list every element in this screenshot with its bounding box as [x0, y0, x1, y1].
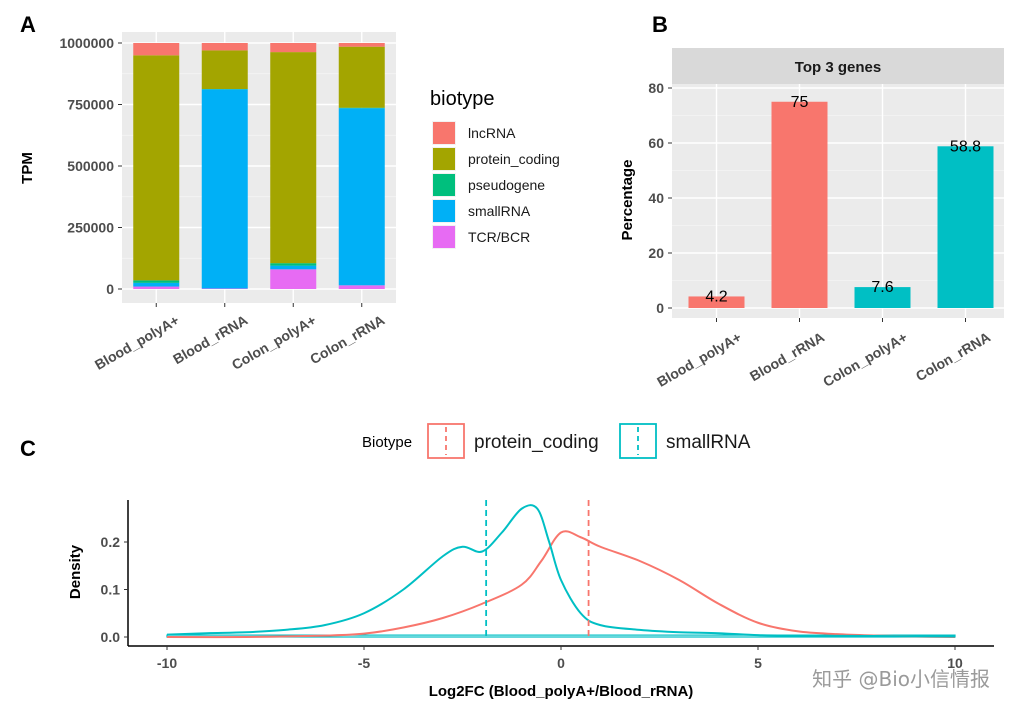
panel-a-x-tick-label-colon-rrna: Colon_rRNA	[307, 312, 387, 367]
legend-swatch-tcr-bcr	[433, 226, 455, 248]
panel-b-facet-strip	[672, 48, 1004, 84]
density-curve-smallrna	[166, 504, 956, 638]
panel-b-y-tick-label: 20	[648, 245, 664, 261]
bar-segment-blood-polya-tcr-bcr	[133, 286, 180, 289]
panel-c-y-tick-label: 0.1	[101, 582, 121, 598]
bar-segment-blood-polya-pseudogene	[133, 280, 180, 283]
panel-c-x-tick-label: -10	[157, 655, 177, 671]
panel-b-y-axis-title: Percentage	[619, 160, 636, 241]
panel-b-y-tick-label: 60	[648, 135, 664, 151]
bar-segment-colon-polya-pseudogene	[270, 263, 317, 266]
legend-swatch-lncrna	[433, 122, 455, 144]
panel-a-x-tick-label-blood-polya: Blood_polyA+	[92, 312, 182, 373]
panel-b-facet-label: Top 3 genes	[795, 59, 881, 76]
data-label-blood-rrna: 75	[791, 94, 809, 111]
bar-segment-blood-polya-protein-coding	[133, 55, 180, 281]
legend-label-pseudogene: pseudogene	[468, 177, 545, 193]
bar-segment-blood-rrna-lncrna	[201, 43, 248, 51]
panel-c-x-tick-label: 0	[557, 655, 565, 671]
panel-b-y-tick-label: 0	[656, 300, 664, 316]
bar-blood-polya	[688, 296, 745, 308]
panel-c-x-tick-label: -5	[358, 655, 371, 671]
bar-segment-colon-rrna-tcr-bcr	[338, 285, 385, 289]
legend-label-protein-coding: protein_coding	[474, 432, 599, 453]
panel-a-y-axis-title: TPM	[19, 152, 36, 184]
bar-segment-blood-rrna-protein-coding	[201, 50, 248, 90]
panel-c-x-tick-label: 5	[754, 655, 762, 671]
density-curve-protein-coding	[166, 530, 956, 639]
bar-colon-polya	[854, 287, 911, 308]
legend-swatch-pseudogene	[433, 174, 455, 196]
panel-label-a: A	[20, 12, 36, 37]
bar-colon-rrna	[937, 146, 994, 308]
panel-a-y-tick-label: 1000000	[59, 35, 114, 51]
bar-segment-blood-polya-lncrna	[133, 43, 180, 56]
panel-c-density-plot: Biotype protein_coding smallRNA 0.0 0.1 0.2…	[67, 423, 994, 700]
panel-label-b: B	[652, 12, 668, 37]
panel-c-y-tick-label: 0.0	[101, 629, 121, 645]
legend-label-lncrna: lncRNA	[468, 125, 516, 141]
panel-a-legend-title: biotype	[430, 88, 495, 110]
bar-segment-blood-polya-smallrna	[133, 282, 180, 287]
bar-segment-colon-polya-lncrna	[270, 43, 317, 53]
bar-segment-colon-rrna-lncrna	[338, 43, 385, 47]
panel-c-x-axis-title: Log2FC (Blood_polyA+/Blood_rRNA)	[429, 683, 694, 700]
bar-segment-colon-polya-tcr-bcr	[270, 269, 317, 289]
bar-segment-colon-rrna-protein-coding	[338, 46, 385, 108]
panel-c-legend-title: Biotype	[362, 434, 412, 451]
bar-segment-colon-polya-protein-coding	[270, 52, 317, 264]
panel-b-x-tick-label-colon-rrna: Colon_rRNA	[913, 329, 993, 384]
panel-b-x-tick-label-blood-rrna: Blood_rRNA	[747, 329, 827, 384]
panel-a-y-tick-label: 750000	[67, 97, 114, 113]
panel-a-y-tick-label: 0	[106, 281, 114, 297]
panel-b-x-tick-label-blood-polya: Blood_polyA+	[654, 329, 744, 390]
legend-label-protein-coding: protein_coding	[468, 151, 560, 167]
bar-blood-rrna	[771, 101, 828, 308]
data-label-colon-rrna: 58.8	[950, 138, 981, 155]
bar-segment-blood-rrna-smallrna	[201, 89, 248, 289]
watermark-text: 知乎 @Bio小信情报	[812, 667, 990, 691]
data-label-blood-polya: 4.2	[705, 288, 727, 305]
legend-label-smallrna: smallRNA	[468, 203, 531, 219]
panel-b-y-tick-label: 40	[648, 190, 664, 206]
bar-segment-colon-polya-smallrna	[270, 265, 317, 270]
panel-label-c: C	[20, 436, 36, 461]
panel-b-bar-chart: Top 3 genes 4.2 75 7.6 58.8 0 20 40 60 80 Blood…	[619, 48, 1004, 390]
panel-b-x-tick-label-colon-polya: Colon_polyA+	[820, 329, 910, 390]
bar-segment-colon-rrna-smallrna	[338, 108, 385, 286]
panel-b-y-tick-label: 80	[648, 80, 664, 96]
legend-label-tcr-bcr: TCR/BCR	[468, 229, 530, 245]
legend-swatch-protein-coding	[433, 148, 455, 170]
panel-a-y-tick-label: 500000	[67, 158, 114, 174]
panel-c-y-axis-title: Density	[67, 544, 84, 599]
legend-label-smallrna: smallRNA	[666, 432, 751, 453]
data-label-colon-polya: 7.6	[871, 279, 893, 296]
legend-swatch-smallrna	[433, 200, 455, 222]
panel-a-y-tick-label: 250000	[67, 220, 114, 236]
panel-c-y-tick-label: 0.2	[101, 534, 121, 550]
panel-c-x-tick-label: 10	[947, 655, 963, 671]
